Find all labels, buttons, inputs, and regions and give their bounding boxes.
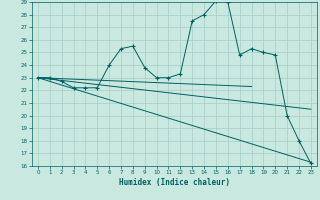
X-axis label: Humidex (Indice chaleur): Humidex (Indice chaleur) bbox=[119, 178, 230, 187]
